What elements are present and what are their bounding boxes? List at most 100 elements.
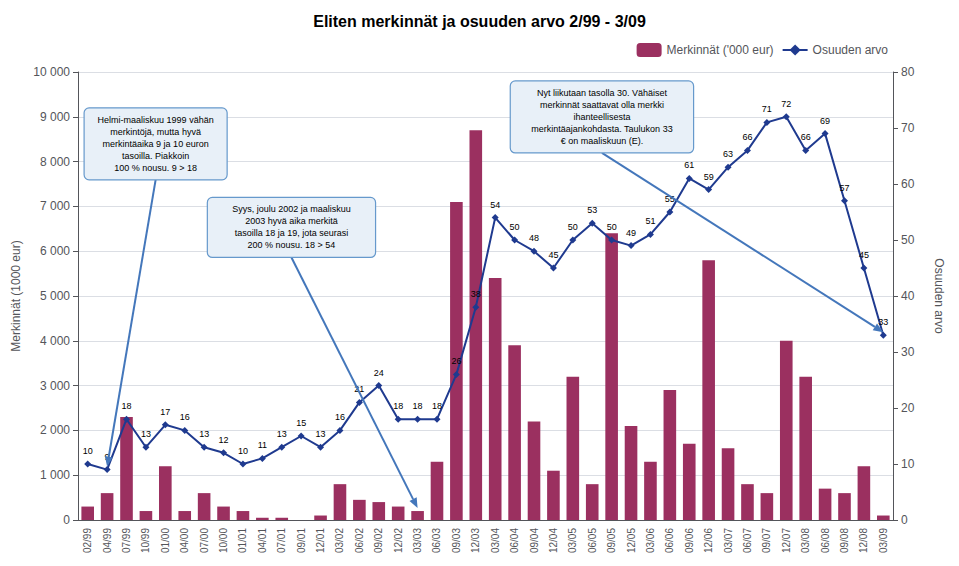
svg-text:80: 80 [901,65,915,79]
svg-text:60: 60 [901,177,915,191]
svg-text:57: 57 [839,183,849,193]
svg-text:0: 0 [901,513,908,527]
svg-text:06/04: 06/04 [509,528,520,553]
svg-text:18: 18 [413,401,423,411]
svg-text:7 000: 7 000 [40,199,70,213]
svg-text:Nyt liikutaan tasolla 30. Vähä: Nyt liikutaan tasolla 30. Vähäiset [537,88,668,98]
svg-text:66: 66 [801,132,811,142]
svg-text:tasoilla. Piakkoin: tasoilla. Piakkoin [122,151,189,161]
svg-text:18: 18 [432,401,442,411]
svg-text:11: 11 [258,440,267,450]
svg-text:07/99: 07/99 [121,528,132,553]
svg-text:12/06: 12/06 [703,528,714,553]
svg-text:03/06: 03/06 [645,528,656,553]
svg-text:5 000: 5 000 [40,289,70,303]
svg-text:09/08: 09/08 [839,528,850,553]
svg-text:49: 49 [626,228,636,238]
svg-text:06/05: 06/05 [587,528,598,553]
svg-text:16: 16 [180,412,190,422]
svg-text:0: 0 [63,513,70,527]
svg-text:30: 30 [901,345,915,359]
svg-text:53: 53 [587,205,597,215]
svg-text:merkintöjä, mutta hyvä: merkintöjä, mutta hyvä [110,127,201,137]
svg-text:10/00: 10/00 [218,528,229,553]
svg-text:9 000: 9 000 [40,110,70,124]
svg-text:13: 13 [141,429,151,439]
svg-text:70: 70 [901,121,915,135]
svg-text:63: 63 [723,149,733,159]
svg-text:51: 51 [645,216,655,226]
svg-text:10: 10 [83,446,93,456]
svg-text:09/02: 09/02 [373,528,384,553]
svg-text:merkintäajankohdasta. Taulukon: merkintäajankohdasta. Taulukon 33 [531,124,672,134]
svg-text:59: 59 [704,172,714,182]
svg-text:45: 45 [548,250,558,260]
svg-text:40: 40 [901,289,915,303]
svg-text:10: 10 [901,457,915,471]
svg-text:6 000: 6 000 [40,244,70,258]
svg-text:48: 48 [529,233,539,243]
svg-text:13: 13 [316,429,326,439]
svg-text:09/04: 09/04 [529,528,540,553]
svg-text:Syys, joulu 2002 ja maaliskuu: Syys, joulu 2002 ja maaliskuu [232,204,351,214]
svg-text:06/08: 06/08 [820,528,831,553]
svg-text:04/01: 04/01 [257,528,268,553]
svg-text:12/07: 12/07 [781,528,792,553]
svg-text:15: 15 [296,418,306,428]
svg-text:06/02: 06/02 [354,528,365,553]
svg-text:33: 33 [878,317,888,327]
svg-text:09/01: 09/01 [296,528,307,553]
svg-text:Merkinnät (1000 eur): Merkinnät (1000 eur) [9,240,23,351]
svg-text:Eliten merkinnät ja osuuden ar: Eliten merkinnät ja osuuden arvo 2/99 - … [313,13,646,30]
svg-text:09/06: 09/06 [684,528,695,553]
svg-text:16: 16 [335,412,345,422]
svg-text:50: 50 [510,222,520,232]
svg-text:12/01: 12/01 [315,528,326,553]
svg-text:06/07: 06/07 [742,528,753,553]
svg-text:09/05: 09/05 [606,528,617,553]
svg-text:2 000: 2 000 [40,423,70,437]
svg-text:04/00: 04/00 [179,528,190,553]
svg-text:04/99: 04/99 [102,528,113,553]
svg-text:merkintäaika 9 ja 10 euron: merkintäaika 9 ja 10 euron [103,139,209,149]
svg-text:50: 50 [901,233,915,247]
svg-text:45: 45 [859,250,869,260]
svg-text:03/07: 03/07 [723,528,734,553]
svg-text:03/04: 03/04 [490,528,501,553]
svg-text:61: 61 [684,160,694,170]
svg-text:17: 17 [160,407,170,417]
svg-text:€ on maaliskuun (E).: € on maaliskuun (E). [561,136,644,146]
svg-text:24: 24 [374,368,384,378]
svg-text:12/05: 12/05 [626,528,637,553]
svg-text:03/08: 03/08 [800,528,811,553]
svg-text:50: 50 [607,222,617,232]
svg-text:66: 66 [742,132,752,142]
svg-text:Osuuden arvo: Osuuden arvo [813,43,889,57]
svg-text:69: 69 [820,116,830,126]
svg-text:1 000: 1 000 [40,468,70,482]
svg-text:38: 38 [471,289,481,299]
svg-text:10: 10 [238,446,248,456]
svg-text:03/09: 03/09 [878,528,889,553]
svg-text:3 000: 3 000 [40,379,70,393]
svg-text:06/06: 06/06 [664,528,675,553]
svg-text:Osuuden arvo: Osuuden arvo [932,258,946,334]
svg-text:01/00: 01/00 [160,528,171,553]
svg-text:10 000: 10 000 [33,65,70,79]
svg-text:merkinnät saattavat olla merkk: merkinnät saattavat olla merkki [540,100,664,110]
svg-text:10/99: 10/99 [140,528,151,553]
svg-text:06/03: 06/03 [431,528,442,553]
svg-text:100 % nousu. 9 > 18: 100 % nousu. 9 > 18 [114,163,197,173]
svg-text:07/00: 07/00 [199,528,210,553]
svg-text:13: 13 [277,429,287,439]
svg-text:12/04: 12/04 [548,528,559,553]
svg-text:18: 18 [393,401,403,411]
svg-text:09/07: 09/07 [761,528,772,553]
svg-text:07/01: 07/01 [276,528,287,553]
svg-text:12/08: 12/08 [858,528,869,553]
svg-text:12: 12 [219,435,229,445]
svg-text:54: 54 [490,200,500,210]
svg-text:09/03: 09/03 [451,528,462,553]
svg-text:03/03: 03/03 [412,528,423,553]
svg-text:200 % nousu. 18 > 54: 200 % nousu. 18 > 54 [248,240,336,250]
